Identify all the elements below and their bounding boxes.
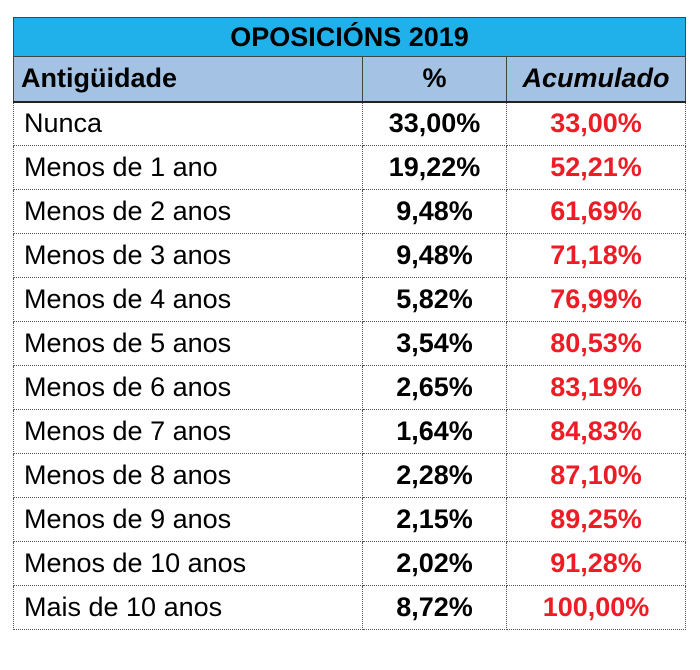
row-accumulated: 80,53% xyxy=(505,321,687,366)
row-percent: 19,22% xyxy=(362,145,507,190)
row-percent: 9,48% xyxy=(362,189,507,234)
row-label: Menos de 5 anos xyxy=(13,321,363,366)
row-label: Mais de 10 anos xyxy=(13,585,363,630)
title-row: OPOSICIÓNS 2019 xyxy=(12,17,687,57)
oposicions-table: OPOSICIÓNS 2019 Antigüidade % Acumulado … xyxy=(12,17,687,630)
table-row: Menos de 9 anos 2,15% 89,25% xyxy=(13,497,687,542)
table-row: Menos de 4 anos 5,82% 76,99% xyxy=(13,277,687,322)
table-body: Nunca 33,00% 33,00% Menos de 1 ano 19,22% 52,… xyxy=(13,101,687,630)
table-row: Menos de 5 anos 3,54% 80,53% xyxy=(13,321,687,366)
row-accumulated: 87,10% xyxy=(505,453,687,498)
table-row: Mais de 10 anos 8,72% 100,00% xyxy=(13,585,687,630)
header-acumulado: Acumulado xyxy=(505,56,687,103)
row-label: Menos de 2 anos xyxy=(13,189,363,234)
table-container: OPOSICIÓNS 2019 Antigüidade % Acumulado … xyxy=(12,17,687,630)
table-row: Menos de 2 anos 9,48% 61,69% xyxy=(13,189,687,234)
table-row: Menos de 6 anos 2,65% 83,19% xyxy=(13,365,687,410)
table-row: Menos de 1 ano 19,22% 52,21% xyxy=(13,145,687,190)
table-row: Menos de 7 anos 1,64% 84,83% xyxy=(13,409,687,454)
row-accumulated: 52,21% xyxy=(505,145,687,190)
row-percent: 2,28% xyxy=(362,453,507,498)
row-percent: 9,48% xyxy=(362,233,507,278)
row-accumulated: 91,28% xyxy=(505,541,687,586)
table-title: OPOSICIÓNS 2019 xyxy=(12,17,687,57)
row-label: Menos de 10 anos xyxy=(13,541,363,586)
table-row: Menos de 10 anos 2,02% 91,28% xyxy=(13,541,687,586)
row-label: Menos de 7 anos xyxy=(13,409,363,454)
row-percent: 2,02% xyxy=(362,541,507,586)
row-accumulated: 76,99% xyxy=(505,277,687,322)
row-label: Menos de 1 ano xyxy=(13,145,363,190)
row-percent: 33,00% xyxy=(362,101,507,146)
row-label: Menos de 8 anos xyxy=(13,453,363,498)
row-accumulated: 71,18% xyxy=(505,233,687,278)
row-accumulated: 89,25% xyxy=(505,497,687,542)
header-percent: % xyxy=(362,56,507,103)
row-label: Menos de 9 anos xyxy=(13,497,363,542)
table-row: Menos de 3 anos 9,48% 71,18% xyxy=(13,233,687,278)
row-percent: 8,72% xyxy=(362,585,507,630)
row-percent: 1,64% xyxy=(362,409,507,454)
row-accumulated: 84,83% xyxy=(505,409,687,454)
header-row: Antigüidade % Acumulado xyxy=(13,56,687,103)
row-percent: 5,82% xyxy=(362,277,507,322)
table-row: Nunca 33,00% 33,00% xyxy=(13,101,687,146)
row-label: Nunca xyxy=(13,101,363,146)
row-percent: 3,54% xyxy=(362,321,507,366)
header-antiguidade: Antigüidade xyxy=(13,56,363,103)
row-accumulated: 33,00% xyxy=(505,101,687,146)
row-percent: 2,15% xyxy=(362,497,507,542)
row-accumulated: 61,69% xyxy=(505,189,687,234)
row-accumulated: 100,00% xyxy=(505,585,687,630)
table-row: Menos de 8 anos 2,28% 87,10% xyxy=(13,453,687,498)
row-label: Menos de 3 anos xyxy=(13,233,363,278)
row-label: Menos de 6 anos xyxy=(13,365,363,410)
row-label: Menos de 4 anos xyxy=(13,277,363,322)
row-accumulated: 83,19% xyxy=(505,365,687,410)
row-percent: 2,65% xyxy=(362,365,507,410)
